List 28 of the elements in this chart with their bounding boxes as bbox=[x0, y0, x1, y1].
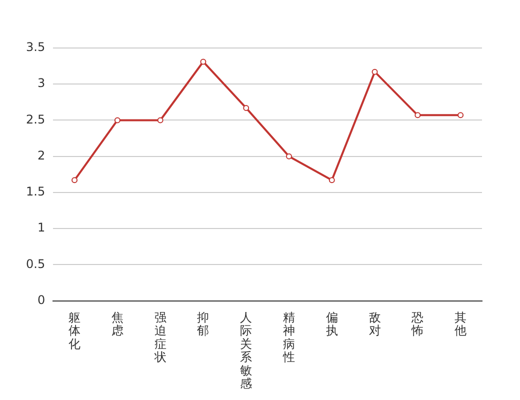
point bbox=[286, 153, 292, 160]
x-tick-label: 强迫症状 bbox=[153, 310, 166, 364]
point bbox=[72, 177, 78, 184]
y-tick-label: 0.5 bbox=[26, 256, 46, 271]
x-tick-label: 偏执 bbox=[326, 310, 338, 338]
point bbox=[328, 177, 335, 184]
x-tick-label: 恐怖 bbox=[410, 310, 424, 338]
point bbox=[157, 117, 164, 124]
y-tick-label: 3.5 bbox=[26, 40, 46, 54]
x-tick-label: 人际关系敏感 bbox=[240, 310, 252, 391]
y-tick-label: 3 bbox=[37, 76, 46, 90]
point bbox=[414, 112, 421, 118]
x-tick-label: 焦虑 bbox=[111, 310, 124, 338]
x-tick-label: 躯体化 bbox=[68, 310, 81, 351]
point bbox=[200, 58, 206, 65]
x-tick-label: 抑郁 bbox=[197, 310, 210, 338]
y-tick-label: 2 bbox=[37, 148, 46, 162]
x-tick-label: 精神病性 bbox=[282, 310, 295, 364]
y-tick-label: 2.5 bbox=[26, 112, 46, 126]
x-tick-label: 其他 bbox=[454, 310, 467, 338]
point bbox=[243, 104, 250, 111]
x-tick-label: 敌对 bbox=[368, 310, 381, 338]
y-tick-label: 1 bbox=[37, 220, 46, 235]
point bbox=[458, 112, 464, 118]
point bbox=[114, 117, 120, 124]
y-tick-label: 0 bbox=[37, 292, 46, 307]
y-tick-label: 1.5 bbox=[26, 184, 46, 199]
point bbox=[372, 68, 378, 75]
